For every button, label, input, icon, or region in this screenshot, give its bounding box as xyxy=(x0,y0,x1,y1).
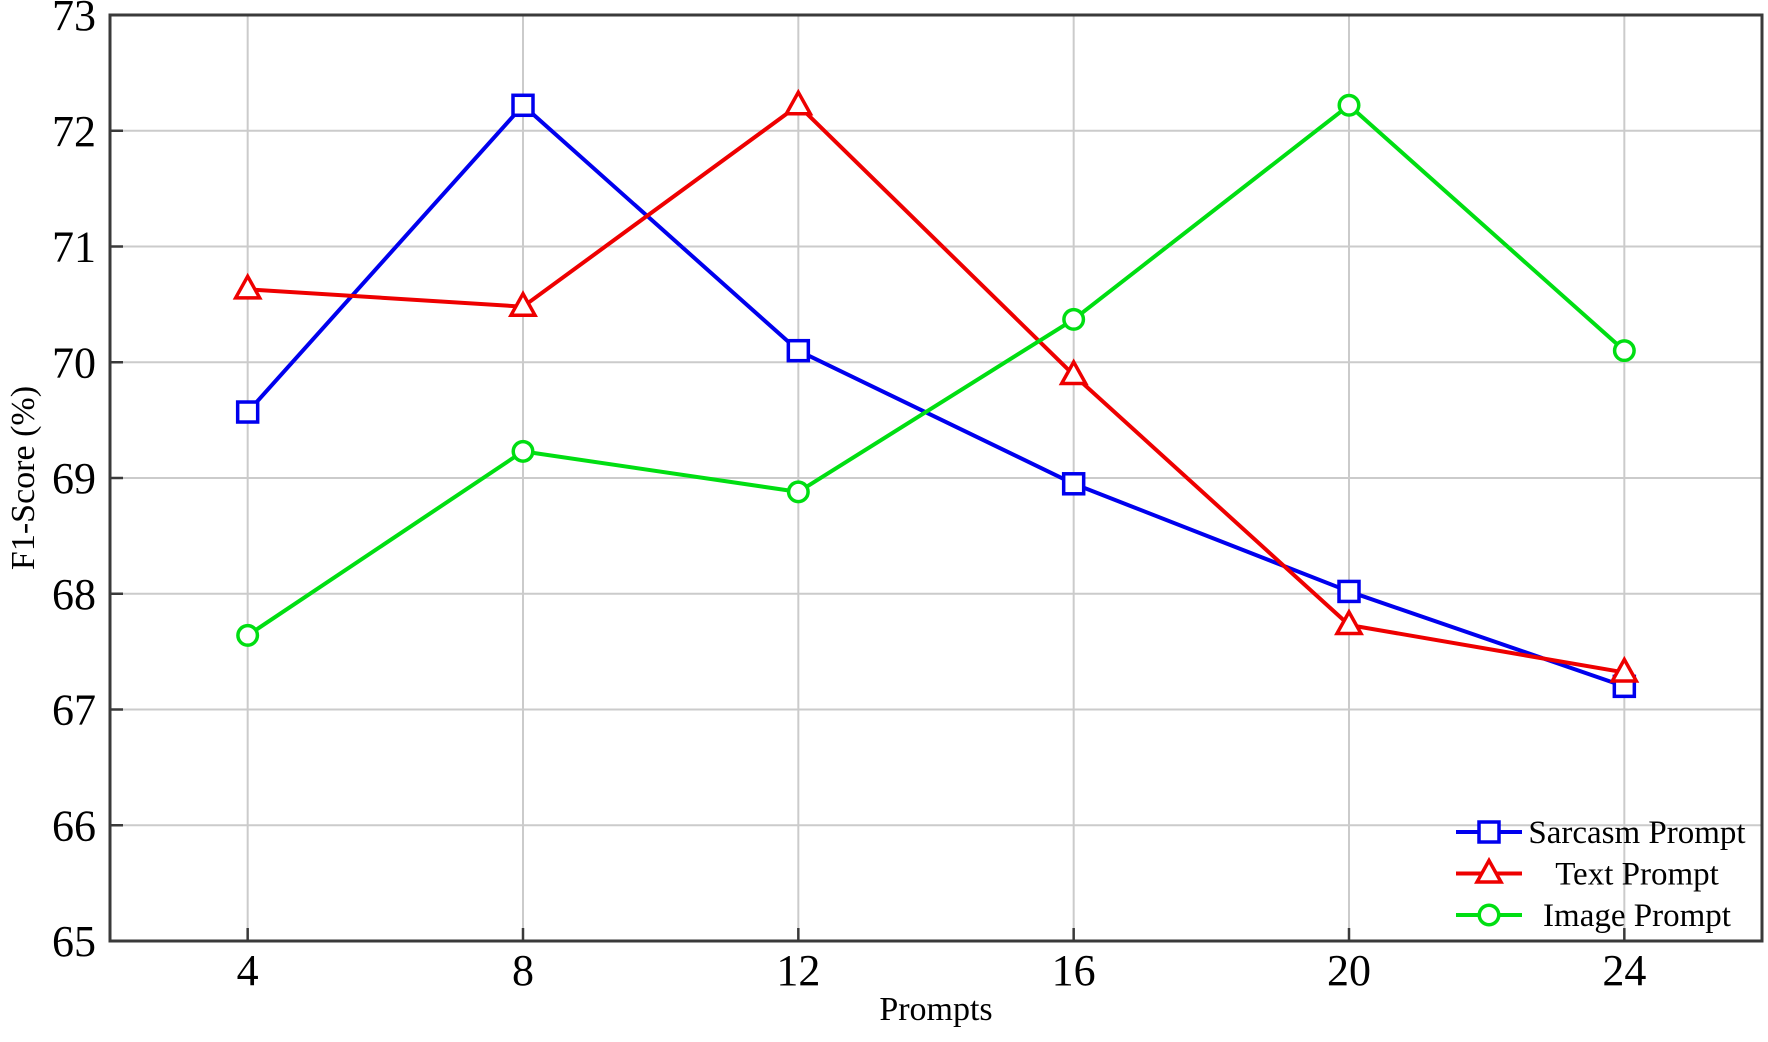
legend-label: Image Prompt xyxy=(1543,898,1731,934)
marker-square xyxy=(235,400,260,424)
x-tick-label: 24 xyxy=(1602,946,1646,995)
grid-lines xyxy=(110,15,1762,941)
marker-circle xyxy=(1337,93,1361,117)
series-line-1 xyxy=(245,103,1627,675)
marker-circle xyxy=(1612,339,1636,363)
legend-label: Sarcasm Prompt xyxy=(1528,815,1745,851)
legend-item: Image Prompt xyxy=(1456,898,1731,934)
y-tick-label: 67 xyxy=(52,686,96,735)
x-tick-label: 12 xyxy=(776,946,820,995)
marker-circle xyxy=(236,623,260,647)
y-tick-label: 68 xyxy=(52,570,96,619)
series-markers-2 xyxy=(236,93,1636,647)
marker-square xyxy=(1061,472,1086,496)
tick-marks xyxy=(110,129,1626,941)
legend-item: Sarcasm Prompt xyxy=(1456,815,1746,851)
y-tick-labels: 65 66 67 68 69 70 71 72 73 xyxy=(52,0,96,966)
marker-triangle xyxy=(508,290,538,317)
y-tick-label: 73 xyxy=(52,0,96,40)
marker-square xyxy=(1477,820,1501,844)
legend-item: Text Prompt xyxy=(1456,857,1719,893)
series-markers-1 xyxy=(232,88,1640,683)
x-tick-label: 8 xyxy=(512,946,534,995)
marker-square xyxy=(511,93,535,118)
marker-circle xyxy=(511,439,535,463)
x-tick-labels: 4 8 12 16 20 24 xyxy=(237,946,1647,995)
marker-circle xyxy=(1477,903,1501,927)
y-tick-label: 69 xyxy=(52,454,96,503)
marker-triangle xyxy=(1609,655,1640,683)
y-axis-title: F1-Score (%) xyxy=(5,386,42,570)
y-tick-label: 66 xyxy=(52,801,96,850)
marker-triangle xyxy=(1334,608,1364,636)
marker-triangle xyxy=(1058,358,1089,386)
legend: Sarcasm Prompt Text Prompt Image Prompt xyxy=(1456,815,1746,934)
marker-triangle xyxy=(1474,856,1504,884)
marker-triangle xyxy=(783,88,814,116)
x-axis-title: Prompts xyxy=(879,991,992,1028)
marker-square xyxy=(786,338,811,363)
series-line-2 xyxy=(245,103,1627,638)
marker-square xyxy=(1337,579,1361,604)
marker-circle xyxy=(1062,307,1086,331)
marker-triangle xyxy=(232,272,263,300)
x-tick-label: 4 xyxy=(237,946,259,995)
y-tick-label: 72 xyxy=(52,107,96,156)
x-tick-label: 20 xyxy=(1327,946,1371,995)
legend-label: Text Prompt xyxy=(1555,857,1719,893)
y-tick-label: 71 xyxy=(52,223,96,272)
y-tick-label: 65 xyxy=(52,917,96,966)
marker-circle xyxy=(786,480,810,504)
y-tick-label: 70 xyxy=(52,338,96,387)
series-line-0 xyxy=(245,103,1627,689)
x-tick-label: 16 xyxy=(1052,946,1096,995)
